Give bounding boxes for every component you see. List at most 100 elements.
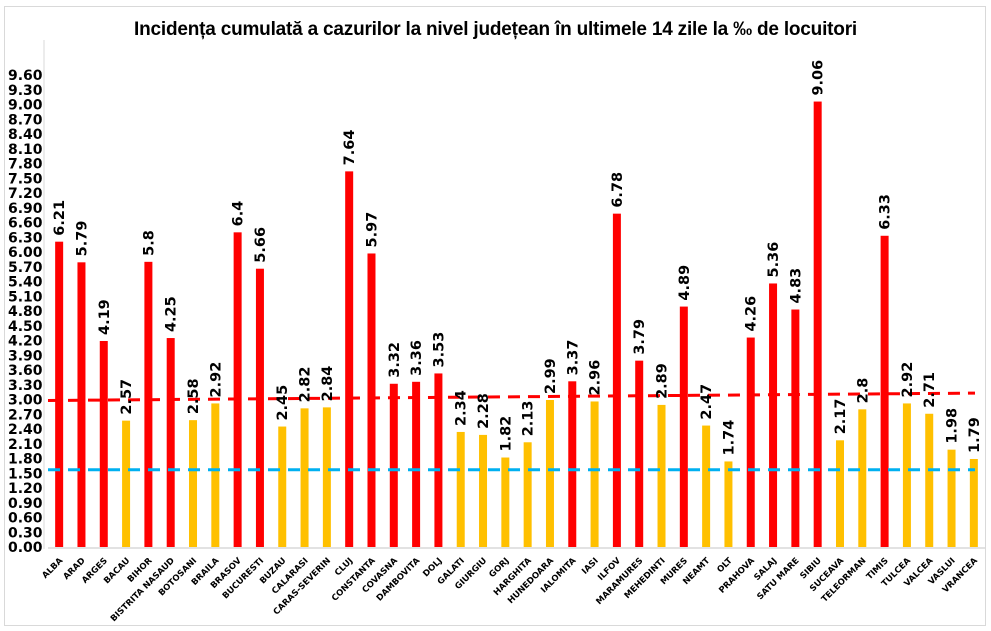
data-label: 2.34 (454, 390, 470, 426)
y-tick-label: 7.20 (8, 186, 43, 202)
y-tick-label: 3.00 (8, 393, 43, 409)
bar-alba (55, 241, 64, 548)
data-label: 1.74 (721, 420, 737, 456)
bar-maramures (635, 360, 644, 547)
y-tick-label: 0.00 (8, 540, 43, 556)
bar-bacau (122, 420, 131, 547)
y-tick-label: 5.70 (8, 260, 43, 276)
data-label: 2.82 (298, 367, 314, 403)
bar-olt (724, 461, 733, 547)
y-tick-label: 6.30 (8, 230, 43, 246)
y-tick-label: 1.20 (8, 481, 43, 497)
y-tick-label: 3.60 (8, 363, 43, 379)
bar-braila (211, 403, 220, 547)
bar-buzau (278, 426, 287, 547)
bar-neamt (702, 425, 711, 547)
bar-hunedoara (545, 399, 554, 547)
y-tick-label: 2.70 (8, 407, 43, 423)
data-label: 2.92 (208, 362, 224, 398)
bars (55, 101, 978, 548)
bar-arges (99, 340, 108, 547)
bar-tulcea (902, 403, 911, 547)
bar-arad (77, 262, 86, 547)
data-label: 4.26 (744, 296, 760, 332)
data-label: 2.45 (275, 385, 291, 421)
bar-vaslui (947, 449, 956, 547)
bar-dambovita (412, 381, 421, 547)
bar-mures (679, 306, 688, 547)
y-tick-label: 8.10 (8, 142, 43, 158)
y-tick-label: 0.30 (8, 525, 43, 541)
reference-line-threshold-3 (47, 391, 976, 402)
bar-caras-severin (322, 407, 331, 547)
data-label: 2.99 (543, 358, 559, 394)
data-label: 3.79 (632, 319, 648, 355)
data-label: 1.82 (498, 416, 514, 452)
x-tick-label: ALBA (40, 556, 65, 581)
data-label: 4.83 (788, 268, 804, 304)
bar-giurgiu (479, 434, 488, 547)
data-label: 6.78 (610, 172, 626, 208)
bar-iasi (590, 401, 599, 547)
bar-cluj (345, 171, 354, 547)
data-label: 1.98 (945, 408, 961, 444)
chart-title: Incidența cumulată a cazurilor la nivel … (134, 19, 857, 40)
y-tick-label: 2.10 (8, 437, 43, 453)
bar-galati (456, 431, 465, 547)
data-label: 3.37 (565, 340, 581, 376)
data-labels: 6.21 5.79 4.19 2.57 5.8 4.25 2.58 2.92 6.4 5.66 2.… (52, 60, 983, 456)
bar-suceava (835, 440, 844, 547)
y-tick-label: 7.80 (8, 157, 43, 173)
y-tick-label: 4.80 (8, 304, 43, 320)
data-label: 6.4 (231, 201, 247, 227)
data-label: 5.36 (766, 242, 782, 278)
data-label: 4.25 (164, 296, 180, 332)
bar-botosani (189, 420, 198, 547)
bar-harghita (523, 442, 532, 547)
data-label: 3.36 (409, 340, 425, 376)
data-label: 3.32 (387, 342, 403, 378)
bar-timis (880, 235, 889, 547)
y-tick-label: 5.10 (8, 289, 43, 305)
data-label: 2.84 (320, 366, 336, 402)
data-label: 2.96 (588, 360, 604, 396)
y-tick-label: 6.60 (8, 216, 43, 232)
data-label: 9.06 (811, 60, 827, 96)
y-tick-label: 1.80 (8, 452, 43, 468)
bar-calarasi (300, 408, 309, 547)
y-tick-label: 0.60 (8, 511, 43, 527)
bar-valcea (925, 413, 934, 547)
bar-mehedinti (657, 404, 666, 547)
bar-salaj (769, 283, 778, 547)
data-label: 2.17 (833, 399, 849, 435)
bar-satu-mare (791, 309, 800, 547)
data-label: 5.66 (253, 227, 269, 263)
y-tick-label: 6.00 (8, 245, 43, 261)
y-tick-label: 1.50 (8, 466, 43, 482)
y-tick-label: 9.60 (8, 68, 43, 84)
data-label: 6.33 (878, 194, 894, 230)
reference-lines (47, 391, 976, 472)
y-tick-label: 8.40 (8, 127, 43, 143)
y-tick-label: 4.20 (8, 334, 43, 350)
bar-prahova (746, 337, 755, 547)
y-tick-label: 3.30 (8, 378, 43, 394)
data-label: 3.53 (431, 332, 447, 368)
data-label: 5.79 (74, 221, 90, 257)
bar-ialomita (568, 381, 577, 547)
data-label: 6.21 (52, 200, 68, 236)
y-tick-label: 9.30 (8, 83, 43, 99)
data-label: 2.92 (900, 362, 916, 398)
bar-bihor (144, 261, 153, 547)
y-axis: 0.000.300.600.901.201.501.802.102.402.70… (8, 40, 45, 556)
y-tick-label: 6.90 (8, 201, 43, 217)
bar-ilfov (612, 213, 621, 547)
data-label: 2.28 (476, 393, 492, 429)
bar-sibiu (813, 101, 822, 548)
data-label: 2.71 (922, 372, 938, 408)
bar-vrancea (969, 458, 978, 547)
bar-brasov (233, 232, 242, 548)
bar-constanta (367, 253, 376, 547)
